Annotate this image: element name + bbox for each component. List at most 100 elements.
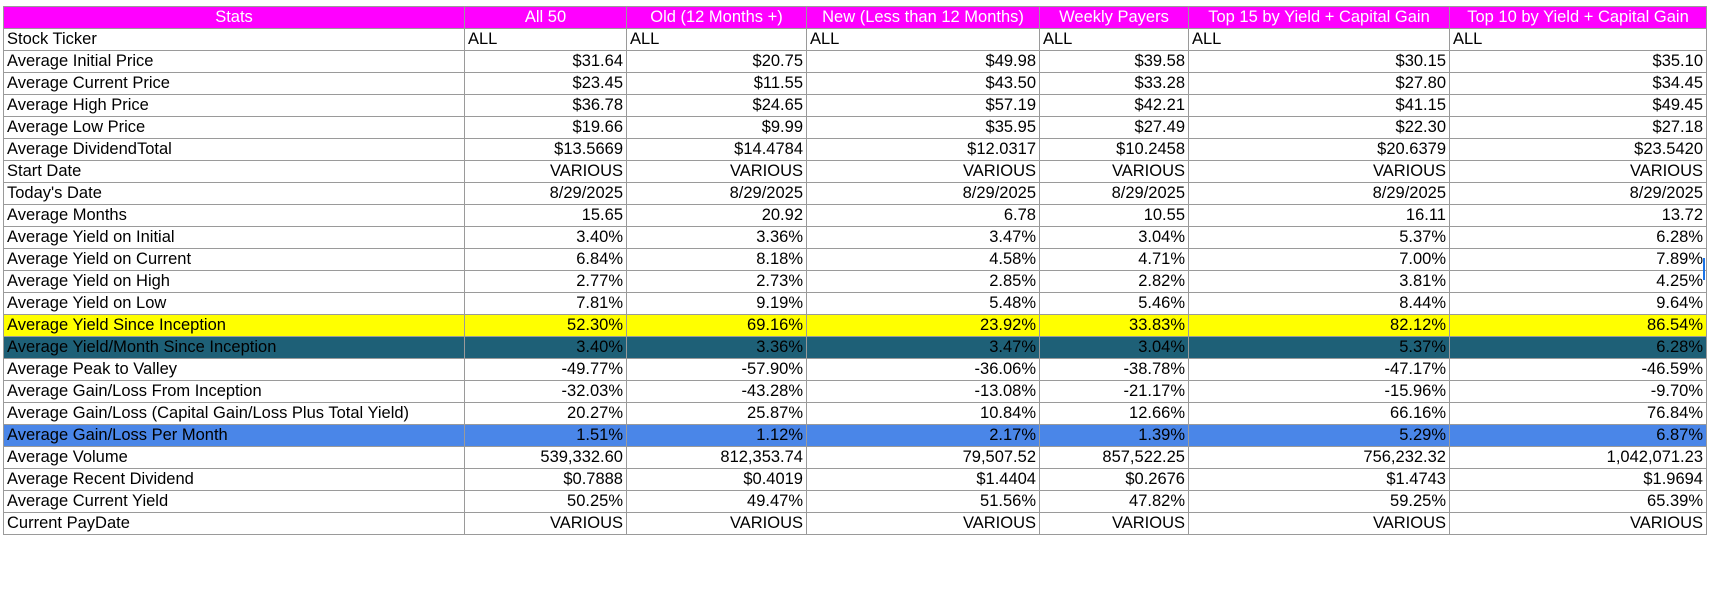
data-cell[interactable]: 5.37% bbox=[1188, 226, 1450, 249]
data-cell[interactable]: 47.82% bbox=[1039, 490, 1189, 513]
data-cell[interactable]: $1.4743 bbox=[1188, 468, 1450, 491]
data-cell[interactable]: $49.45 bbox=[1449, 94, 1707, 117]
data-cell[interactable]: $11.55 bbox=[626, 72, 807, 95]
data-cell[interactable]: 2.77% bbox=[464, 270, 627, 293]
data-cell[interactable]: VARIOUS bbox=[1188, 160, 1450, 183]
data-cell[interactable]: 3.81% bbox=[1188, 270, 1450, 293]
data-cell[interactable]: -13.08% bbox=[806, 380, 1040, 403]
data-cell[interactable]: $20.75 bbox=[626, 50, 807, 73]
data-cell[interactable]: $1.4404 bbox=[806, 468, 1040, 491]
data-cell[interactable]: 4.25% bbox=[1449, 270, 1707, 293]
data-cell[interactable]: 857,522.25 bbox=[1039, 446, 1189, 469]
data-cell[interactable]: -57.90% bbox=[626, 358, 807, 381]
data-cell[interactable]: 3.40% bbox=[464, 336, 627, 359]
data-cell[interactable]: $22.30 bbox=[1188, 116, 1450, 139]
data-cell[interactable]: 8/29/2025 bbox=[626, 182, 807, 205]
data-cell[interactable]: VARIOUS bbox=[626, 160, 807, 183]
data-cell[interactable]: 8/29/2025 bbox=[1449, 182, 1707, 205]
data-cell[interactable]: $0.7888 bbox=[464, 468, 627, 491]
data-cell[interactable]: 66.16% bbox=[1188, 402, 1450, 425]
data-cell[interactable]: 756,232.32 bbox=[1188, 446, 1450, 469]
data-cell[interactable]: $23.5420 bbox=[1449, 138, 1707, 161]
data-cell[interactable]: ALL bbox=[1039, 28, 1189, 51]
row-label-cell[interactable]: Current PayDate bbox=[3, 512, 465, 535]
data-cell[interactable]: $36.78 bbox=[464, 94, 627, 117]
data-cell[interactable]: 5.48% bbox=[806, 292, 1040, 315]
data-cell[interactable]: $13.5669 bbox=[464, 138, 627, 161]
data-cell[interactable]: 6.78 bbox=[806, 204, 1040, 227]
data-cell[interactable]: VARIOUS bbox=[1039, 512, 1189, 535]
data-cell[interactable]: 5.46% bbox=[1039, 292, 1189, 315]
data-cell[interactable]: 52.30% bbox=[464, 314, 627, 337]
data-cell[interactable]: 539,332.60 bbox=[464, 446, 627, 469]
header-cell[interactable]: Top 10 by Yield + Capital Gain bbox=[1449, 6, 1707, 29]
data-cell[interactable]: $20.6379 bbox=[1188, 138, 1450, 161]
data-cell[interactable]: 1.12% bbox=[626, 424, 807, 447]
data-cell[interactable]: 1,042,071.23 bbox=[1449, 446, 1707, 469]
data-cell[interactable]: 79,507.52 bbox=[806, 446, 1040, 469]
data-cell[interactable]: 8.44% bbox=[1188, 292, 1450, 315]
data-cell[interactable]: $0.2676 bbox=[1039, 468, 1189, 491]
data-cell[interactable]: 9.19% bbox=[626, 292, 807, 315]
data-cell[interactable]: -47.17% bbox=[1188, 358, 1450, 381]
data-cell[interactable]: 6.84% bbox=[464, 248, 627, 271]
row-label-cell[interactable]: Average Volume bbox=[3, 446, 465, 469]
data-cell[interactable]: $19.66 bbox=[464, 116, 627, 139]
data-cell[interactable]: -21.17% bbox=[1039, 380, 1189, 403]
data-cell[interactable]: 8/29/2025 bbox=[464, 182, 627, 205]
data-cell[interactable]: $10.2458 bbox=[1039, 138, 1189, 161]
data-cell[interactable]: $1.9694 bbox=[1449, 468, 1707, 491]
data-cell[interactable]: $9.99 bbox=[626, 116, 807, 139]
data-cell[interactable]: $0.4019 bbox=[626, 468, 807, 491]
data-cell[interactable]: 50.25% bbox=[464, 490, 627, 513]
data-cell[interactable]: $27.80 bbox=[1188, 72, 1450, 95]
row-label-cell[interactable]: Average Yield on Initial bbox=[3, 226, 465, 249]
data-cell[interactable]: $23.45 bbox=[464, 72, 627, 95]
data-cell[interactable]: $43.50 bbox=[806, 72, 1040, 95]
data-cell[interactable]: 16.11 bbox=[1188, 204, 1450, 227]
data-cell[interactable]: $34.45 bbox=[1449, 72, 1707, 95]
data-cell[interactable]: VARIOUS bbox=[806, 512, 1040, 535]
data-cell[interactable]: 33.83% bbox=[1039, 314, 1189, 337]
data-cell[interactable]: ALL bbox=[1449, 28, 1707, 51]
row-label-cell[interactable]: Average Gain/Loss Per Month bbox=[3, 424, 465, 447]
row-label-cell[interactable]: Average Current Price bbox=[3, 72, 465, 95]
data-cell[interactable]: 3.47% bbox=[806, 226, 1040, 249]
data-cell[interactable]: VARIOUS bbox=[464, 160, 627, 183]
data-cell[interactable]: 20.92 bbox=[626, 204, 807, 227]
data-cell[interactable]: 8/29/2025 bbox=[1039, 182, 1189, 205]
data-cell[interactable]: 25.87% bbox=[626, 402, 807, 425]
data-cell[interactable]: 8/29/2025 bbox=[1188, 182, 1450, 205]
data-cell[interactable]: ALL bbox=[464, 28, 627, 51]
data-cell[interactable]: $24.65 bbox=[626, 94, 807, 117]
data-cell[interactable]: 10.55 bbox=[1039, 204, 1189, 227]
data-cell[interactable]: ALL bbox=[1188, 28, 1450, 51]
data-cell[interactable]: 49.47% bbox=[626, 490, 807, 513]
data-cell[interactable]: 20.27% bbox=[464, 402, 627, 425]
data-cell[interactable]: 69.16% bbox=[626, 314, 807, 337]
header-cell[interactable]: Top 15 by Yield + Capital Gain bbox=[1188, 6, 1450, 29]
data-cell[interactable]: 5.37% bbox=[1188, 336, 1450, 359]
data-cell[interactable]: 2.85% bbox=[806, 270, 1040, 293]
data-cell[interactable]: VARIOUS bbox=[1188, 512, 1450, 535]
row-label-cell[interactable]: Average Low Price bbox=[3, 116, 465, 139]
data-cell[interactable]: -15.96% bbox=[1188, 380, 1450, 403]
data-cell[interactable]: 9.64% bbox=[1449, 292, 1707, 315]
data-cell[interactable]: -38.78% bbox=[1039, 358, 1189, 381]
data-cell[interactable]: -49.77% bbox=[464, 358, 627, 381]
data-cell[interactable]: 1.39% bbox=[1039, 424, 1189, 447]
data-cell[interactable]: $31.64 bbox=[464, 50, 627, 73]
data-cell[interactable]: $27.49 bbox=[1039, 116, 1189, 139]
data-cell[interactable]: VARIOUS bbox=[1449, 160, 1707, 183]
data-cell[interactable]: 812,353.74 bbox=[626, 446, 807, 469]
data-cell[interactable]: $12.0317 bbox=[806, 138, 1040, 161]
data-cell[interactable]: 65.39% bbox=[1449, 490, 1707, 513]
row-label-cell[interactable]: Average DividendTotal bbox=[3, 138, 465, 161]
data-cell[interactable]: 13.72 bbox=[1449, 204, 1707, 227]
data-cell[interactable]: 82.12% bbox=[1188, 314, 1450, 337]
row-label-cell[interactable]: Average Gain/Loss (Capital Gain/Loss Plu… bbox=[3, 402, 465, 425]
data-cell[interactable]: VARIOUS bbox=[1449, 512, 1707, 535]
row-label-cell[interactable]: Today's Date bbox=[3, 182, 465, 205]
data-cell[interactable]: 1.51% bbox=[464, 424, 627, 447]
data-cell[interactable]: $30.15 bbox=[1188, 50, 1450, 73]
